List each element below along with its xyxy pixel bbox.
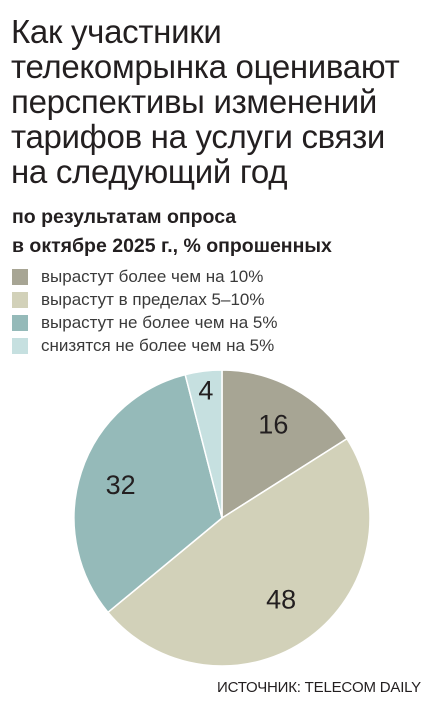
chart-title: Как участники телекомрынка оценивают пер… xyxy=(11,13,400,190)
source-note: ИСТОЧНИК: TELECOM DAILY xyxy=(217,679,421,696)
data-label: 4 xyxy=(198,375,213,405)
legend-label: вырастут в пределах 5–10% xyxy=(41,289,265,309)
legend-item-decrease-under-5: снизятся не более чем на 5% xyxy=(12,334,277,357)
legend-swatch xyxy=(12,314,28,331)
legend-swatch xyxy=(12,291,28,308)
slice-grow-5-10 xyxy=(106,437,371,667)
slice-decrease-under-5 xyxy=(184,369,223,519)
data-label: 16 xyxy=(258,410,288,440)
chart-subtitle: по результатам опроса в октябре 2025 г.,… xyxy=(12,203,427,261)
legend-item-grow-under-5: вырастут не более чем на 5% xyxy=(12,311,277,334)
legend-swatch xyxy=(12,337,28,354)
legend-item-grow-over-10: вырастут более чем на 10% xyxy=(12,265,277,288)
legend-label: снизятся не более чем на 5% xyxy=(41,335,275,355)
legend-swatch xyxy=(12,268,28,285)
subtitle-line-1: по результатам опроса xyxy=(12,206,237,228)
legend-item-grow-5-10: вырастут в пределах 5–10% xyxy=(12,288,277,311)
slice-grow-over-10 xyxy=(221,369,348,520)
legend-label: вырастут не более чем на 5% xyxy=(41,312,278,332)
legend-label: вырастут более чем на 10% xyxy=(41,266,264,286)
slice-grow-under-5 xyxy=(73,373,223,614)
chart-legend: вырастут более чем на 10% вырастут в пре… xyxy=(12,265,277,357)
data-label: 32 xyxy=(106,470,136,500)
subtitle-line-2: в октябре 2025 г., % опрошенных xyxy=(12,235,332,257)
data-label: 48 xyxy=(266,584,296,614)
